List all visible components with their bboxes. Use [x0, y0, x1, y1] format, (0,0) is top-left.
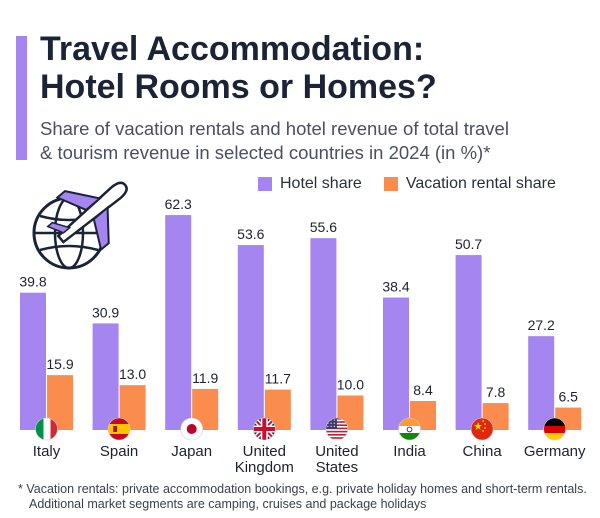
- category-label-3: United: [243, 443, 286, 460]
- value-label-vacation-2: 11.9: [192, 370, 218, 386]
- value-label-hotel-4: 55.6: [310, 219, 337, 235]
- category-label-0: Italy: [33, 443, 61, 460]
- category-label-1: Spain: [100, 443, 138, 460]
- chart-value-labels: 39.8 15.9 30.9 13.0 62.3 11.9 53.6 11.7 55.6 10.0…: [19, 196, 578, 405]
- category-label-6: China: [462, 443, 502, 460]
- italy-flag-icon: [35, 417, 58, 441]
- category-label-7: Germany: [524, 443, 586, 460]
- title-line-1: Travel Accommodation:: [40, 30, 425, 68]
- footnote-line-1: * Vacation rentals: private accommodatio…: [18, 482, 587, 496]
- japan-flag-icon: [180, 417, 203, 441]
- bar-hotel-2: [165, 215, 192, 430]
- uk-flag-icon: [252, 417, 276, 441]
- subtitle-line-2: & tourism revenue in selected countries …: [40, 142, 491, 163]
- category-label-3-line2: Kingdom: [235, 459, 294, 476]
- category-axis-labels: Italy Spain Japan UnitedKingdomUnitedStates…: [33, 443, 586, 476]
- page-title: Travel Accommodation: Hotel Rooms or Hom…: [40, 30, 580, 106]
- value-label-hotel-0: 39.8: [19, 274, 46, 290]
- spain-flag-icon: [107, 417, 131, 441]
- legend-swatch-vacation: [383, 177, 398, 191]
- footnote-line-2: Additional market segments are camping, …: [29, 497, 427, 511]
- bar-hotel-5: [383, 297, 409, 430]
- bar-hotel-0: [20, 292, 46, 430]
- value-label-vacation-6: 7.8: [486, 384, 506, 400]
- footnote: * Vacation rentals: private accommodatio…: [18, 482, 593, 512]
- legend-swatch-hotel: [258, 177, 272, 191]
- value-label-vacation-7: 6.5: [558, 389, 578, 405]
- value-label-hotel-1: 30.9: [92, 304, 119, 320]
- value-label-hotel-6: 50.7: [455, 236, 482, 252]
- us-flag-icon: [325, 417, 349, 441]
- subtitle-line-1: Share of vacation rentals and hotel reve…: [40, 118, 509, 139]
- chart-bars: [20, 215, 582, 430]
- page-subtitle: Share of vacation rentals and hotel reve…: [40, 117, 590, 165]
- legend-label-hotel: Hotel share: [280, 175, 362, 192]
- category-label-4-line2: States: [316, 459, 359, 476]
- value-label-hotel-5: 38.4: [382, 279, 409, 295]
- value-label-vacation-4: 10.0: [337, 377, 364, 393]
- category-label-4: United: [315, 443, 358, 460]
- germany-flag-icon: [543, 417, 567, 441]
- bar-hotel-7: [528, 336, 555, 430]
- bar-hotel-1: [92, 323, 119, 430]
- chart-legend: Hotel share Vacation rental share: [258, 175, 578, 193]
- legend-label-vacation: Vacation rental share: [405, 175, 556, 192]
- country-flags: [35, 417, 567, 441]
- title-accent-bar: [16, 36, 27, 160]
- bar-hotel-4: [310, 238, 337, 430]
- value-label-hotel-2: 62.3: [165, 196, 192, 212]
- bar-hotel-6: [455, 255, 482, 430]
- value-label-hotel-7: 27.2: [528, 317, 555, 333]
- airplane-globe-icon: [32, 181, 128, 270]
- legend-item-hotel: Hotel share: [258, 175, 362, 193]
- value-label-vacation-1: 13.0: [119, 366, 146, 382]
- title-line-2: Hotel Rooms or Homes?: [40, 68, 437, 106]
- value-label-vacation-3: 11.7: [265, 371, 291, 387]
- category-label-5: India: [393, 443, 426, 460]
- india-flag-icon: [398, 417, 421, 441]
- value-label-hotel-3: 53.6: [237, 226, 264, 242]
- value-label-vacation-0: 15.9: [46, 356, 73, 372]
- value-label-vacation-5: 8.4: [413, 382, 433, 398]
- category-label-2: Japan: [171, 443, 212, 460]
- bar-hotel-3: [237, 245, 264, 430]
- china-flag-icon: [470, 417, 494, 441]
- legend-item-vacation: Vacation rental share: [383, 175, 556, 193]
